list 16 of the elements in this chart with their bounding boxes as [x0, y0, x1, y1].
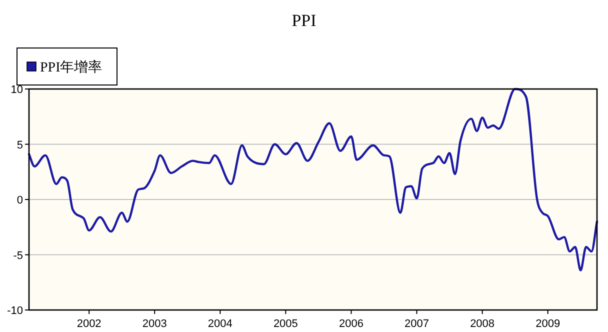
- legend-label: PPI年增率: [40, 60, 102, 76]
- x-tick-label: 2005: [273, 318, 298, 330]
- y-tick-label: 5: [16, 139, 23, 152]
- y-tick-label: -10: [7, 305, 23, 317]
- x-tick-label: 2007: [404, 318, 430, 330]
- x-tick-label: 2004: [208, 318, 232, 330]
- y-tick-label: 10: [10, 84, 23, 96]
- x-tick-label: 2008: [470, 318, 495, 330]
- y-tick-label: 0: [16, 194, 23, 206]
- x-tick-label: 2006: [338, 318, 364, 330]
- x-tick-label: 2009: [536, 318, 560, 330]
- y-tick-label: -5: [13, 250, 23, 262]
- x-tick-label: 2003: [142, 318, 167, 330]
- x-tick-label: 2002: [76, 318, 102, 330]
- line-series: [28, 88, 598, 272]
- chart-title: PPI: [292, 11, 317, 30]
